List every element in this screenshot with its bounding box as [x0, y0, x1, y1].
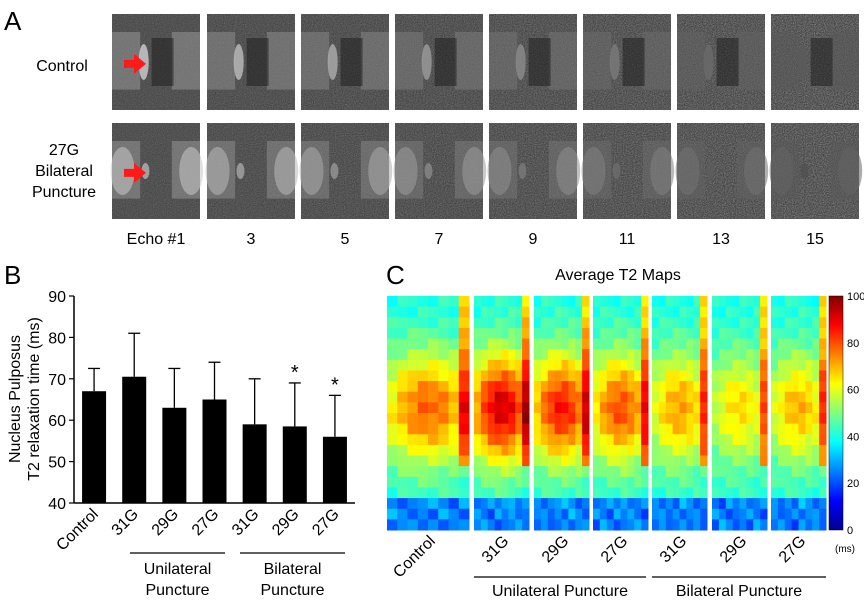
group-label-line: Puncture [145, 582, 209, 599]
t2-map [712, 296, 768, 531]
y-tick-label: 40 [48, 496, 66, 513]
colorbar-tick-label: 100 [847, 291, 864, 303]
panel-b-group-labels: Unilateral Puncture Bilateral Puncture [130, 552, 345, 599]
group-label-line: Bilateral [264, 561, 322, 578]
row-label-control: Control [36, 58, 88, 75]
echo-label: 11 [619, 231, 636, 248]
bar [202, 399, 227, 503]
mri-image-r2-echo-7 [675, 123, 769, 219]
x-tick-label: Control [53, 506, 101, 554]
map-label: 27G [776, 533, 809, 566]
red-arrow-icon [124, 162, 146, 183]
group-label-line: Unilateral [144, 561, 212, 578]
bar [122, 376, 147, 503]
map-label: 31G [479, 533, 512, 566]
panel-c-letter: C [386, 260, 405, 290]
bar [282, 426, 307, 503]
mri-image-r2-echo-2 [205, 123, 299, 219]
colorbar-tick-label: 20 [847, 478, 859, 490]
colorbar-tick-label: 80 [847, 338, 859, 350]
y-tick-label: 60 [48, 413, 66, 430]
echo-label: 3 [247, 231, 256, 248]
echo-label: Echo #1 [127, 231, 186, 248]
colorbar-tick-label: 60 [847, 385, 859, 397]
map-label: 29G [717, 533, 750, 566]
panel-a-letter: A [4, 6, 22, 36]
map-label: Control [390, 533, 438, 581]
significance-marker: * [331, 374, 339, 396]
colorbar [828, 295, 844, 531]
y-axis-label: Nucleus Pulposus T2 relaxation time (ms) [7, 317, 43, 481]
mri-image-r1-echo-7 [677, 14, 765, 110]
row-label-bilateral-line: Puncture [32, 184, 96, 201]
t2-maps-title: Average T2 Maps [555, 267, 681, 284]
x-tick-label: 31G [109, 506, 142, 539]
mri-image-r1-echo-8 [771, 14, 859, 110]
mri-image-r2-echo-1 [110, 123, 204, 219]
mri-image-r1-echo-2 [207, 14, 295, 110]
y-axis-label-line: T2 relaxation time (ms) [26, 317, 43, 481]
significance-marker: * [291, 362, 299, 384]
y-tick-label: 50 [48, 455, 66, 472]
map-label: 27G [598, 533, 631, 566]
bar [242, 424, 267, 503]
mri-image-r1-echo-6 [583, 14, 671, 110]
t2-map-labels: Control 31G 29G 27G 31G 29G 27G [390, 533, 809, 581]
echo-label: 15 [806, 231, 824, 248]
panel-a-row-labels: Control 27G Bilateral Puncture [32, 58, 96, 201]
bar [162, 407, 187, 503]
echo-label: 7 [435, 231, 444, 248]
y-tick-label: 80 [48, 330, 66, 347]
group-label-line: Puncture [260, 582, 324, 599]
row-label-bilateral-line: 27G [49, 142, 79, 159]
t2-map [771, 296, 827, 531]
map-label: 29G [539, 533, 572, 566]
mri-image-grid [110, 14, 863, 219]
red-arrow-icon [124, 53, 146, 74]
mri-image-r2-echo-5 [487, 123, 581, 219]
row-label-bilateral-line: Bilateral [35, 163, 93, 180]
bar [82, 391, 107, 503]
x-tick-label: 31G [229, 506, 262, 539]
panel-c-group-labels: Unilateral Puncture Bilateral Puncture [474, 576, 826, 600]
mri-image-r2-echo-4 [393, 123, 487, 219]
map-label: 31G [657, 533, 690, 566]
y-axis-label-line: Nucleus Pulposus [7, 335, 24, 463]
mri-image-r1-echo-1 [112, 14, 200, 110]
x-tick-label: 29G [269, 506, 302, 539]
y-tick-label: 90 [48, 289, 66, 306]
echo-label: 9 [529, 231, 538, 248]
t2-map [652, 296, 708, 531]
mri-image-r1-echo-4 [395, 14, 483, 110]
x-tick-label: 27G [309, 506, 342, 539]
mri-image-r1-echo-3 [301, 14, 389, 110]
t2-map [534, 296, 590, 531]
bar [322, 436, 347, 503]
panel-b-letter: B [4, 260, 21, 290]
colorbar-unit: (ms) [835, 544, 855, 555]
t2-maps [387, 296, 827, 531]
echo-label: 13 [712, 231, 730, 248]
colorbar-ticks: 0 20 40 60 80 100 [847, 291, 864, 537]
t2-map [387, 296, 470, 531]
mri-image-r2-echo-3 [299, 123, 393, 219]
y-tick-label: 70 [48, 372, 66, 389]
x-tick-label: 29G [149, 506, 182, 539]
x-tick-label: 27G [189, 506, 222, 539]
mri-image-r2-echo-6 [581, 123, 675, 219]
colorbar-tick-label: 40 [847, 431, 859, 443]
echo-labels: Echo #1 3 5 7 9 11 13 15 [127, 231, 824, 248]
echo-label: 5 [341, 231, 350, 248]
t2-map [593, 296, 649, 531]
colorbar-tick-label: 0 [847, 525, 853, 537]
group-label: Bilateral Puncture [676, 583, 802, 600]
group-label: Unilateral Puncture [492, 583, 628, 600]
t2-map [474, 296, 530, 531]
mri-image-r2-echo-8 [769, 123, 863, 219]
mri-image-r1-echo-5 [489, 14, 577, 110]
